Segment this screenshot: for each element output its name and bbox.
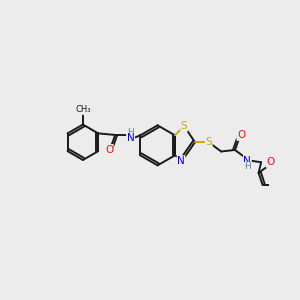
Text: S: S (206, 137, 212, 147)
Text: N: N (177, 156, 185, 166)
Text: O: O (266, 157, 274, 167)
Text: CH₃: CH₃ (75, 105, 91, 114)
Text: H: H (127, 128, 134, 137)
Text: H: H (244, 162, 251, 171)
Text: N: N (127, 133, 134, 143)
Text: S: S (181, 121, 188, 131)
Text: N: N (243, 156, 251, 166)
Text: O: O (105, 145, 113, 154)
Text: O: O (237, 130, 245, 140)
